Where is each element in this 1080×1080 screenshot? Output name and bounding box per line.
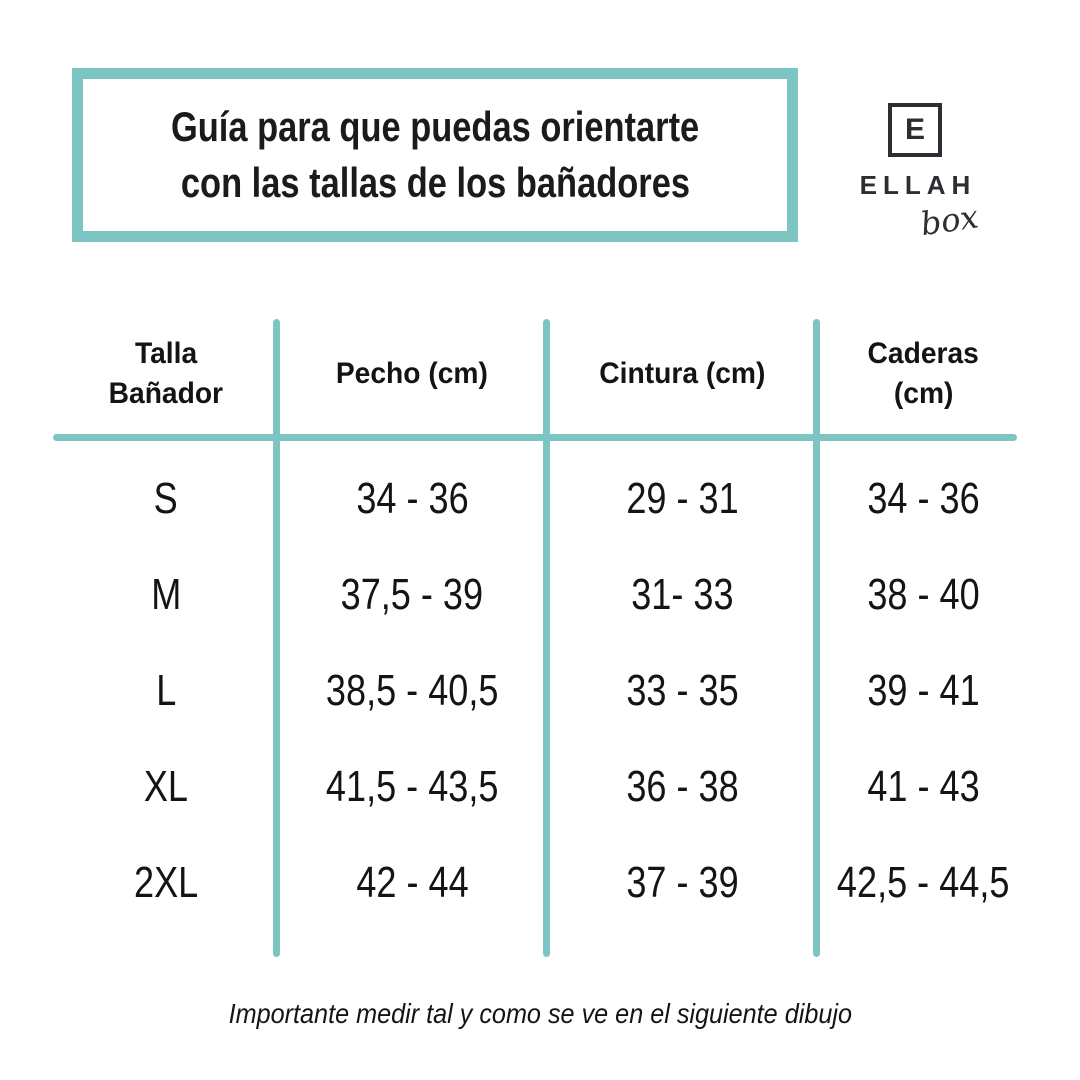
row-xl-pecho-value: 41,5 - 43,5 <box>325 762 499 811</box>
table-header-row: Talla Bañador Pecho (cm) Cintura (cm) Ca… <box>55 318 1030 430</box>
table-horizontal-rule <box>53 434 1017 441</box>
row-2xl-cintura-value: 37 - 39 <box>625 858 739 907</box>
page-title-line-1: Guía para que puedas orientarte <box>170 103 700 150</box>
row-xl-size: XL <box>55 739 277 835</box>
row-s-pecho-value: 34 - 36 <box>355 474 469 523</box>
row-2xl-size: 2XL <box>55 835 277 931</box>
measuring-note-text: Importante medir tal y como se ve en el … <box>228 998 852 1029</box>
row-m-size: M <box>55 547 277 643</box>
header-caderas-line-1: Caderas <box>867 337 980 370</box>
row-2xl-cintura: 37 - 39 <box>547 835 817 931</box>
brand-logo: E ELLAH box <box>850 103 981 243</box>
row-s-cintura-value: 29 - 31 <box>625 474 739 523</box>
title-box: Guía para que puedas orientarte con las … <box>72 68 798 242</box>
row-s-caderas: 34 - 36 <box>817 451 1030 547</box>
row-l-caderas-value: 39 - 41 <box>867 666 980 715</box>
row-l-cintura-value: 33 - 35 <box>625 666 739 715</box>
header-talla-line-1: Talla <box>134 337 198 370</box>
row-l-cintura: 33 - 35 <box>547 643 817 739</box>
row-s-pecho: 34 - 36 <box>277 451 547 547</box>
table-vertical-rule-1 <box>273 319 280 957</box>
header-talla-line-2: Bañador <box>108 377 224 410</box>
row-2xl-pecho: 42 - 44 <box>277 835 547 931</box>
header-talla-banador: Talla Bañador <box>55 318 277 430</box>
row-s-caderas-value: 34 - 36 <box>867 474 980 523</box>
page-title-line-2: con las tallas de los bañadores <box>180 159 690 206</box>
row-l-size-value: L <box>155 666 177 715</box>
row-2xl-size-value: 2XL <box>133 858 199 907</box>
measuring-note: Importante medir tal y como se ve en el … <box>0 998 1080 1030</box>
row-m-cintura: 31- 33 <box>547 547 817 643</box>
logo-monogram-letter: E <box>904 113 925 146</box>
header-pecho-label: Pecho (cm) <box>335 357 489 390</box>
row-2xl-pecho-value: 42 - 44 <box>355 858 469 907</box>
header-caderas-line-2: (cm) <box>893 377 954 410</box>
row-s-cintura: 29 - 31 <box>547 451 817 547</box>
logo-monogram-icon: E <box>888 103 942 157</box>
row-m-size-value: M <box>150 570 182 619</box>
header-pecho: Pecho (cm) <box>277 318 547 430</box>
row-xl-cintura-value: 36 - 38 <box>625 762 739 811</box>
row-xl-size-value: XL <box>143 762 189 811</box>
row-m-pecho: 37,5 - 39 <box>277 547 547 643</box>
row-l-pecho-value: 38,5 - 40,5 <box>325 666 499 715</box>
row-m-caderas-value: 38 - 40 <box>867 570 980 619</box>
row-s-size: S <box>55 451 277 547</box>
row-s-size-value: S <box>153 474 179 523</box>
table-vertical-rule-2 <box>543 319 550 957</box>
row-2xl-caderas: 42,5 - 44,5 <box>817 835 1030 931</box>
row-xl-caderas: 41 - 43 <box>817 739 1030 835</box>
logo-brand-name: ELLAH <box>859 170 977 200</box>
header-cintura: Cintura (cm) <box>547 318 817 430</box>
row-m-pecho-value: 37,5 - 39 <box>340 570 484 619</box>
logo-tagline: box <box>918 197 981 244</box>
row-xl-cintura: 36 - 38 <box>547 739 817 835</box>
row-xl-caderas-value: 41 - 43 <box>867 762 980 811</box>
table-body: S 34 - 36 29 - 31 34 - 36 M 37,5 - 39 31… <box>55 451 1030 931</box>
row-2xl-caderas-value: 42,5 - 44,5 <box>837 858 1010 907</box>
header-caderas: Caderas (cm) <box>817 318 1030 430</box>
row-xl-pecho: 41,5 - 43,5 <box>277 739 547 835</box>
header-cintura-label: Cintura (cm) <box>598 357 766 390</box>
row-l-size: L <box>55 643 277 739</box>
table-vertical-rule-3 <box>813 319 820 957</box>
row-l-caderas: 39 - 41 <box>817 643 1030 739</box>
row-m-caderas: 38 - 40 <box>817 547 1030 643</box>
row-m-cintura-value: 31- 33 <box>630 570 734 619</box>
row-l-pecho: 38,5 - 40,5 <box>277 643 547 739</box>
